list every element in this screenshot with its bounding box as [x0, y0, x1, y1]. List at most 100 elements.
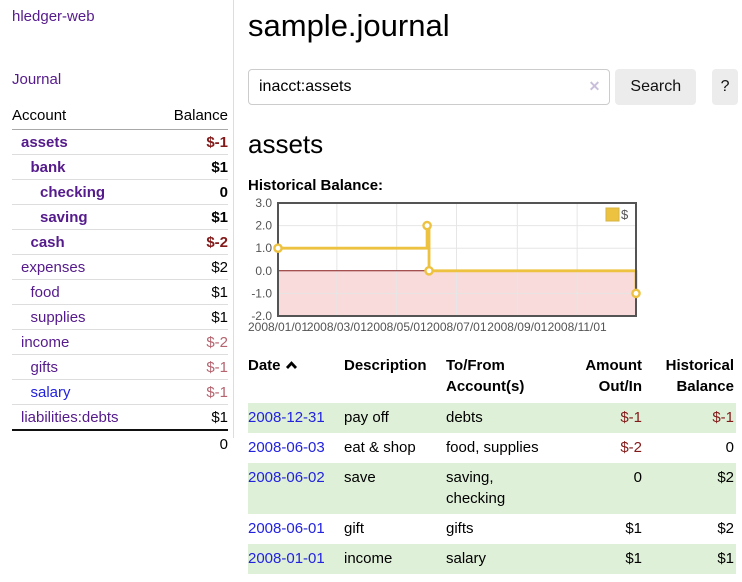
- app-title: hledger-web: [12, 8, 228, 25]
- account-cell: income: [12, 329, 156, 355]
- main-content: sample.journal ✕ Search ? assets Histori…: [248, 0, 738, 574]
- account-cell: bank: [12, 154, 156, 180]
- transaction-balance: 0: [725, 438, 734, 456]
- transaction-accounts: saving, checking: [446, 468, 506, 508]
- account-cell: assets: [12, 129, 156, 155]
- account-link[interactable]: income: [21, 334, 70, 351]
- svg-text:2008/07/01: 2008/07/01: [426, 320, 486, 334]
- transaction-row[interactable]: 2008-06-03 eat & shop food, supplies $-2 0: [248, 433, 736, 463]
- account-row: bank $1: [12, 154, 228, 180]
- account-link[interactable]: supplies: [30, 309, 86, 326]
- account-balance: $-1: [155, 354, 228, 380]
- register-header-description: Description: [344, 356, 427, 374]
- account-cell: checking: [12, 179, 156, 205]
- transaction-balance: $2: [717, 468, 734, 486]
- svg-text:-1.0: -1.0: [251, 286, 272, 300]
- transaction-date-cell: 2008-06-03: [248, 433, 344, 463]
- accounts-total-value: 0: [219, 436, 228, 453]
- svg-text:2008/03/01: 2008/03/01: [307, 320, 367, 334]
- help-button[interactable]: ?: [712, 68, 738, 105]
- account-link[interactable]: food: [30, 284, 60, 301]
- search-form: ✕ Search ?: [248, 68, 738, 105]
- register-header-amount: Amount Out/In: [585, 356, 642, 396]
- transaction-balance: $-1: [712, 409, 734, 427]
- account-row: supplies $1: [12, 304, 228, 330]
- account-cell: liabilities:debts: [12, 404, 156, 431]
- transaction-date-cell: 2008-06-01: [248, 514, 344, 544]
- account-row: checking 0: [12, 179, 228, 205]
- account-balance: $2: [155, 254, 228, 280]
- account-row: income $-2: [12, 329, 228, 355]
- clear-search-icon[interactable]: ✕: [588, 77, 601, 94]
- account-row: gifts $-1: [12, 354, 228, 380]
- register-header-balance: Historical Balance: [665, 356, 734, 396]
- account-link[interactable]: saving: [40, 209, 88, 226]
- accounts-header-balance: Balance: [155, 103, 228, 130]
- search-input[interactable]: [248, 68, 611, 105]
- account-balance: 0: [155, 179, 228, 205]
- transaction-description: pay off: [344, 409, 389, 427]
- transaction-date-link[interactable]: 2008-12-31: [248, 409, 325, 427]
- account-link[interactable]: expenses: [21, 259, 86, 276]
- account-link[interactable]: cash: [30, 234, 65, 251]
- account-balance: $-2: [155, 229, 228, 255]
- sidebar-item-journal[interactable]: Journal: [12, 71, 62, 88]
- account-row: assets $-1: [12, 129, 228, 155]
- account-cell: expenses: [12, 254, 156, 280]
- account-balance: $1: [155, 304, 228, 330]
- svg-text:2008/01/01: 2008/01/01: [248, 320, 308, 334]
- account-cell: saving: [12, 204, 156, 230]
- account-heading: assets: [248, 128, 324, 159]
- transaction-accounts: gifts: [446, 520, 474, 538]
- transaction-date-cell: 2008-12-31: [248, 403, 344, 433]
- accounts-header-row: Account Balance: [12, 103, 228, 130]
- svg-text:2008/09/01: 2008/09/01: [487, 320, 547, 334]
- transaction-row[interactable]: 2008-06-02 save saving, checking 0 $2: [248, 462, 736, 515]
- transaction-row[interactable]: 2008-12-31 pay off debts $-1 $-1: [248, 403, 736, 433]
- account-cell: cash: [12, 229, 156, 255]
- search-button[interactable]: Search: [615, 68, 697, 105]
- page-title: sample.journal: [248, 8, 450, 43]
- account-balance: $1: [155, 279, 228, 305]
- historical-balance-chart[interactable]: $3.0 2.0 1.0 0.0 -1.0 -2.0 2008/01/01 2008/03/0…: [248, 196, 738, 335]
- transaction-row[interactable]: 2008-01-01 income salary $1 $1: [248, 543, 736, 574]
- accounts-total-spacer: [12, 430, 155, 456]
- account-row: expenses $2: [12, 254, 228, 280]
- app-title-link[interactable]: hledger-web: [12, 8, 95, 25]
- transaction-description: save: [344, 468, 376, 486]
- account-link[interactable]: assets: [21, 134, 68, 151]
- account-link[interactable]: checking: [40, 184, 106, 201]
- account-balance: $1: [155, 154, 228, 180]
- svg-text:1.0: 1.0: [255, 241, 272, 255]
- accounts-total-row: 0: [12, 430, 228, 456]
- account-cell: salary: [12, 379, 156, 405]
- transaction-row[interactable]: 2008-06-01 gift gifts $1 $2: [248, 514, 736, 544]
- chart-svg: $3.0 2.0 1.0 0.0 -1.0 -2.02008/01/012008/03/0…: [248, 196, 641, 334]
- svg-text:3.0: 3.0: [255, 196, 272, 210]
- transaction-date-link[interactable]: 2008-06-03: [248, 438, 325, 456]
- transaction-accounts: food, supplies: [446, 438, 539, 456]
- register-header-accounts: To/From Account(s): [446, 356, 525, 396]
- account-row: liabilities:debts $1: [12, 404, 228, 431]
- transaction-amount: 0: [633, 468, 642, 486]
- register-table: Date Description To/From Account(s) Amou…: [248, 352, 736, 574]
- account-link[interactable]: salary: [30, 384, 71, 401]
- transaction-date-link[interactable]: 2008-01-01: [248, 549, 325, 567]
- sidebar-divider: [233, 0, 234, 438]
- transaction-amount: $1: [625, 520, 642, 538]
- transaction-amount: $-2: [620, 438, 642, 456]
- account-row: salary $-1: [12, 379, 228, 405]
- transaction-description: gift: [344, 520, 365, 538]
- account-link[interactable]: gifts: [30, 359, 59, 376]
- account-cell: supplies: [12, 304, 156, 330]
- accounts-table: Account Balance assets $-1 bank $1 checking 0…: [12, 103, 228, 456]
- account-row: food $1: [12, 279, 228, 305]
- register-header-date[interactable]: Date: [248, 352, 344, 404]
- account-link[interactable]: liabilities:debts: [21, 409, 119, 426]
- account-balance: $-1: [155, 129, 228, 155]
- transaction-date-link[interactable]: 2008-06-01: [248, 520, 325, 538]
- transaction-date-link[interactable]: 2008-06-02: [248, 468, 325, 486]
- account-row: saving $1: [12, 204, 228, 230]
- transaction-accounts: salary: [446, 549, 487, 567]
- account-link[interactable]: bank: [30, 159, 66, 176]
